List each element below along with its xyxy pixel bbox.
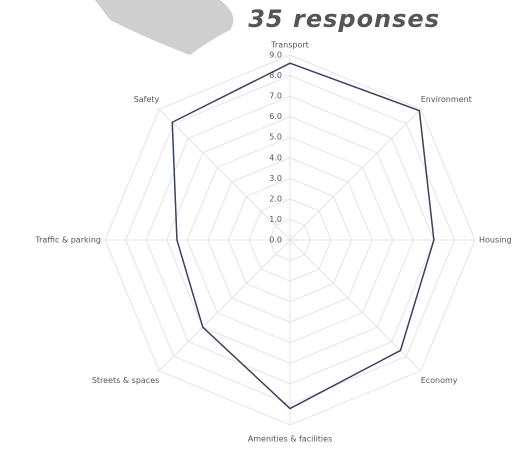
axis-label: Transport: [270, 41, 309, 50]
axis-label: Environment: [421, 95, 472, 104]
axis-label: Housing: [479, 236, 512, 245]
spoke: [158, 108, 291, 241]
decorative-shape: [95, 0, 234, 55]
tick-label: 7.0: [269, 92, 282, 101]
axis-label: Economy: [421, 376, 458, 385]
tick-label: 1.0: [269, 215, 282, 224]
series-line: [171, 62, 435, 410]
chart-title: 35 responses: [248, 5, 440, 33]
spoke: [158, 239, 291, 372]
tick-label: 6.0: [269, 112, 282, 121]
tick-label: 4.0: [269, 153, 282, 162]
axis-label: Safety: [134, 95, 160, 104]
tick-label: 5.0: [269, 133, 282, 142]
axis-label: Streets & spaces: [92, 376, 159, 385]
spoke: [289, 108, 422, 241]
tick-label: 9.0: [269, 51, 282, 60]
tick-label: 0.0: [269, 236, 282, 245]
tick-label: 8.0: [269, 71, 282, 80]
axis-label: Traffic & parking: [34, 236, 101, 245]
spoke: [289, 239, 422, 372]
tick-label: 3.0: [269, 174, 282, 183]
tick-label: 2.0: [269, 194, 282, 203]
axis-label: Amenities & facilities: [248, 435, 333, 444]
